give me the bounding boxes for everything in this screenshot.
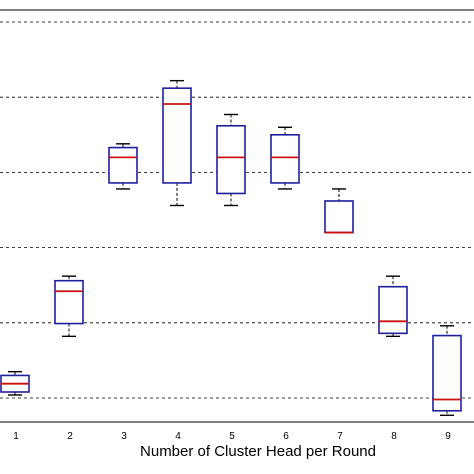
box-9	[432, 325, 462, 416]
box-body-8	[378, 285, 408, 335]
box-5	[216, 113, 246, 207]
box-2	[54, 275, 84, 338]
box-8	[378, 275, 408, 338]
box-body-5	[216, 124, 246, 195]
box-body-9	[432, 334, 462, 412]
x-tick-label-5: 5	[229, 431, 235, 442]
box-body-6	[270, 134, 300, 184]
x-tick-label-2: 2	[67, 431, 73, 442]
box-7	[324, 188, 354, 234]
x-tick-label-4: 4	[175, 431, 181, 442]
box-6	[270, 126, 300, 190]
x-axis-label: Number of Cluster Head per Round	[140, 443, 376, 460]
gridlines	[0, 21, 474, 399]
box-3	[108, 143, 138, 190]
box-body-3	[108, 146, 138, 184]
box-body-2	[54, 279, 84, 325]
plot-frame	[0, 9, 474, 423]
x-tick-label-8: 8	[391, 431, 397, 442]
box-body-7	[324, 200, 354, 234]
x-tick-labels: 1 2 3 4 5 6 7 8 9	[13, 431, 451, 442]
box-body-4	[162, 87, 192, 184]
x-tick-label-6: 6	[283, 431, 289, 442]
x-tick-label-9: 9	[445, 431, 451, 442]
x-tick-label-3: 3	[121, 431, 127, 442]
box-4	[162, 79, 192, 207]
x-tick-label-1: 1	[13, 431, 19, 442]
box-1	[0, 370, 30, 396]
x-tick-label-7: 7	[337, 431, 343, 442]
box-series	[0, 79, 462, 416]
